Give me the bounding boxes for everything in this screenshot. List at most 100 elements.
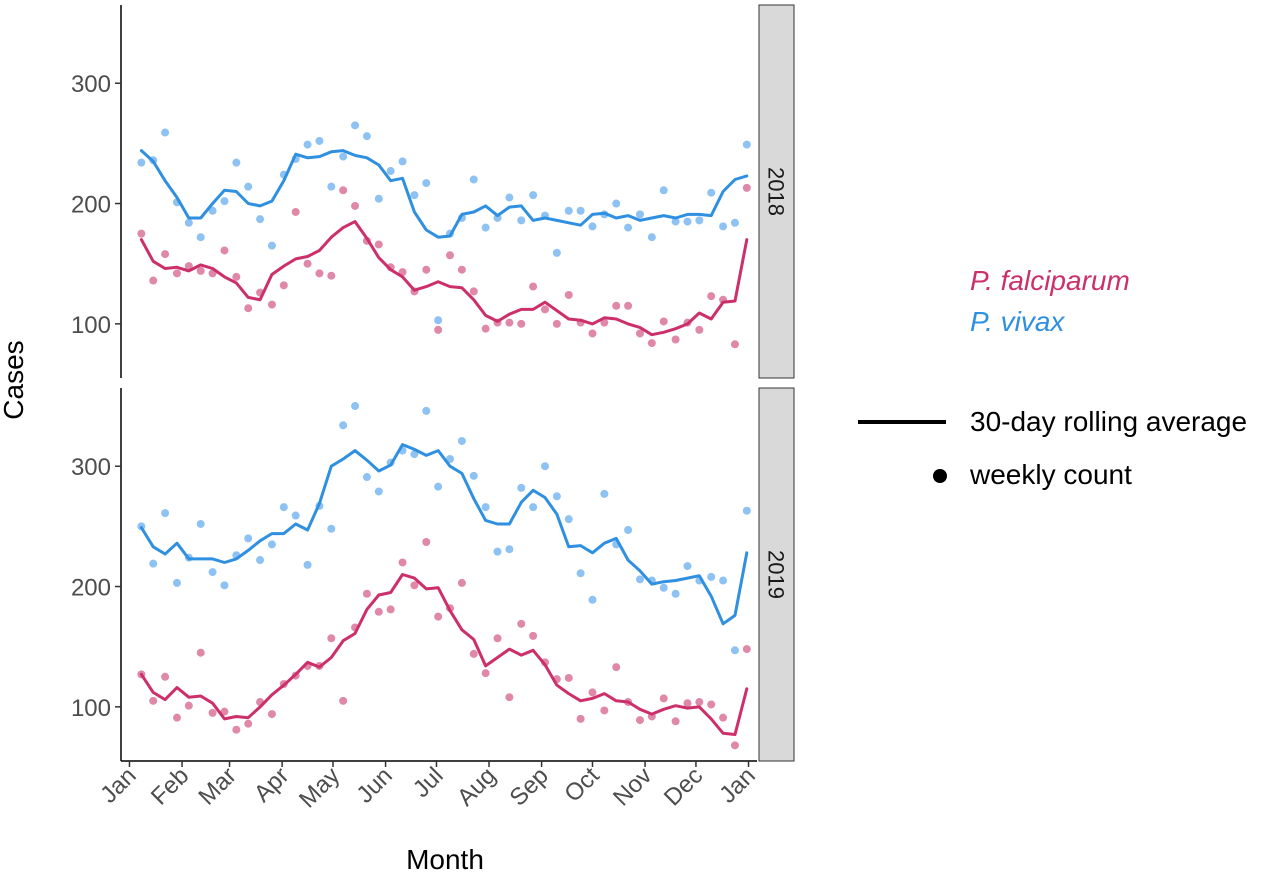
weekly-count-point-falciparum-2018 [552, 319, 561, 328]
weekly-count-point-falciparum-2018 [671, 335, 680, 344]
weekly-count-point-falciparum-2018 [315, 269, 324, 278]
weekly-count-point-vivax-2018 [529, 191, 538, 200]
x-tick-label: May [294, 762, 345, 813]
weekly-count-point-vivax-2018 [196, 233, 205, 242]
weekly-count-point-falciparum-2019 [267, 710, 276, 719]
weekly-count-point-falciparum-2018 [707, 292, 716, 301]
weekly-count-point-vivax-2018 [422, 179, 431, 188]
weekly-count-point-vivax-2019 [446, 454, 455, 463]
legend-species-falciparum: P. falciparum [970, 265, 1130, 296]
panel-2018: 100 200 300 2018 [71, 4, 795, 379]
y-tick-label: 100 [71, 695, 111, 722]
x-tick-label: Feb [146, 762, 194, 810]
weekly-count-point-falciparum-2018 [612, 301, 621, 310]
weekly-count-point-vivax-2019 [279, 503, 288, 512]
legend: P. falciparum P. vivax 30-day rolling av… [858, 265, 1247, 490]
weekly-count-point-vivax-2019 [624, 525, 633, 534]
weekly-count-point-vivax-2019 [339, 421, 348, 430]
weekly-count-point-falciparum-2018 [172, 269, 181, 278]
weekly-count-point-falciparum-2019 [493, 634, 502, 643]
weekly-count-point-vivax-2018 [398, 157, 407, 166]
weekly-count-point-vivax-2019 [351, 402, 360, 411]
weekly-count-point-falciparum-2018 [137, 229, 146, 238]
weekly-count-point-vivax-2019 [469, 471, 478, 480]
weekly-count-point-vivax-2019 [161, 509, 170, 518]
rolling-average-line-falciparum-2018 [139, 220, 749, 337]
weekly-count-point-vivax-2019 [362, 473, 371, 482]
weekly-count-point-vivax-2018 [244, 182, 253, 191]
x-tick-label: Aug [452, 762, 501, 811]
weekly-count-point-falciparum-2018 [244, 304, 253, 313]
weekly-count-point-falciparum-2018 [635, 329, 644, 338]
y-tick-label: 100 [71, 312, 111, 339]
weekly-count-point-falciparum-2019 [469, 649, 478, 658]
weekly-count-point-vivax-2019 [529, 503, 538, 512]
weekly-count-point-vivax-2018 [374, 194, 383, 203]
weekly-count-point-vivax-2019 [422, 406, 431, 415]
legend-rolling-average-label: 30-day rolling average [970, 406, 1247, 437]
weekly-count-point-vivax-2018 [505, 193, 514, 202]
weekly-count-point-vivax-2019 [481, 503, 490, 512]
weekly-count-point-falciparum-2019 [576, 714, 585, 723]
weekly-count-point-vivax-2018 [220, 197, 229, 206]
weekly-count-point-falciparum-2019 [172, 713, 181, 722]
x-tick-label: Dec [659, 762, 708, 811]
weekly-count-point-vivax-2019 [149, 559, 158, 568]
weekly-count-point-falciparum-2018 [434, 325, 443, 334]
weekly-count-point-vivax-2019 [208, 568, 217, 577]
weekly-count-point-vivax-2018 [362, 132, 371, 141]
weekly-count-point-vivax-2018 [517, 216, 526, 225]
weekly-count-point-vivax-2019 [505, 545, 514, 554]
weekly-count-point-falciparum-2018 [220, 246, 229, 255]
weekly-count-point-vivax-2018 [256, 215, 265, 224]
weekly-count-point-falciparum-2018 [149, 276, 158, 285]
weekly-count-point-falciparum-2019 [671, 717, 680, 726]
weekly-count-point-falciparum-2019 [612, 663, 621, 672]
weekly-count-point-vivax-2018 [410, 191, 419, 200]
weekly-count-point-vivax-2018 [161, 128, 170, 137]
x-axis-title: Month [406, 844, 484, 872]
rolling-average-line-vivax-2019 [139, 443, 749, 626]
legend-species-vivax: P. vivax [970, 306, 1065, 337]
weekly-count-point-falciparum-2019 [327, 634, 336, 643]
weekly-count-point-vivax-2019 [730, 646, 739, 655]
weekly-count-point-vivax-2018 [742, 140, 751, 149]
weekly-count-point-vivax-2019 [374, 487, 383, 496]
weekly-count-point-falciparum-2018 [541, 305, 549, 314]
weekly-count-point-vivax-2018 [469, 175, 478, 184]
weekly-count-point-falciparum-2019 [196, 648, 205, 657]
panel-2019: 100 200 300 2019 [71, 387, 795, 762]
weekly-count-point-vivax-2019 [588, 595, 597, 604]
weekly-count-point-vivax-2019 [434, 482, 443, 491]
weekly-count-point-vivax-2019 [671, 589, 680, 598]
weekly-count-point-vivax-2019 [742, 506, 751, 515]
weekly-count-point-vivax-2019 [172, 578, 181, 587]
weekly-count-point-falciparum-2019 [505, 693, 514, 702]
plot-panels: 100 200 300 2018 100 200 300 2019 [71, 4, 795, 762]
weekly-count-point-falciparum-2018 [232, 272, 241, 281]
weekly-count-point-falciparum-2018 [564, 290, 573, 299]
weekly-count-point-vivax-2018 [386, 167, 395, 176]
weekly-count-point-falciparum-2019 [695, 698, 704, 707]
weekly-count-point-vivax-2019 [303, 560, 312, 569]
weekly-count-point-vivax-2018 [137, 158, 146, 167]
weekly-count-point-falciparum-2018 [339, 186, 348, 195]
weekly-count-point-falciparum-2018 [279, 281, 288, 290]
weekly-count-point-vivax-2019 [683, 562, 692, 571]
legend-weekly-count-label: weekly count [969, 459, 1132, 490]
weekly-count-point-falciparum-2019 [161, 672, 170, 681]
y-tick-label: 200 [71, 575, 111, 602]
weekly-count-point-falciparum-2019 [434, 612, 443, 621]
weekly-count-point-vivax-2019 [541, 462, 549, 471]
x-tick-label: Jun [351, 762, 397, 808]
weekly-count-point-vivax-2019 [564, 515, 573, 524]
weekly-count-point-falciparum-2018 [196, 266, 205, 275]
weekly-count-point-falciparum-2019 [410, 581, 419, 590]
weekly-count-point-falciparum-2018 [695, 325, 704, 334]
weekly-count-point-falciparum-2018 [327, 271, 336, 280]
weekly-count-point-falciparum-2019 [517, 619, 526, 628]
weekly-count-point-vivax-2018 [624, 223, 633, 232]
weekly-count-point-falciparum-2018 [422, 265, 431, 274]
weekly-count-point-falciparum-2019 [208, 708, 217, 717]
weekly-count-point-vivax-2019 [327, 524, 336, 533]
